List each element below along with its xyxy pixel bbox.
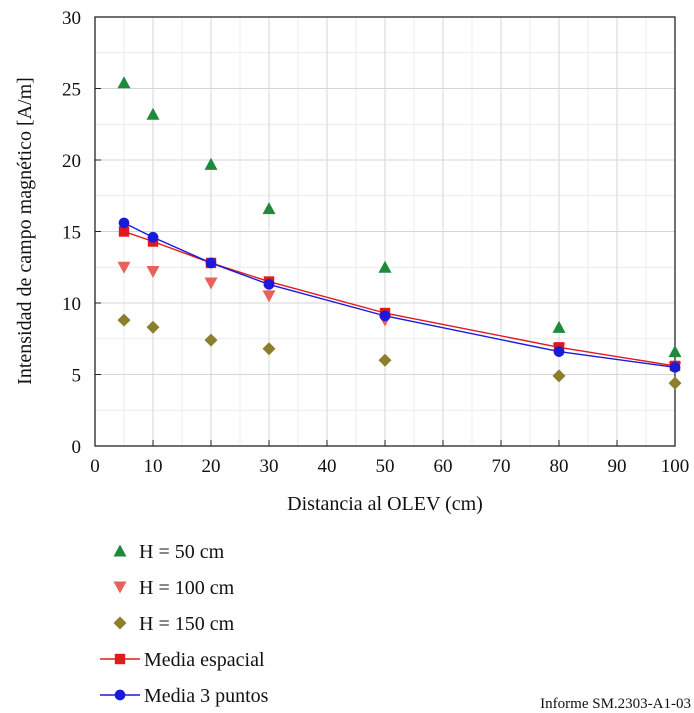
data-point-series-2 bbox=[262, 342, 276, 356]
data-point-series-4 bbox=[263, 279, 275, 290]
legend-label: H = 150 cm bbox=[139, 613, 235, 635]
source-note: Informe SM.2303-A1-03 bbox=[540, 696, 691, 712]
x-tick-label: 100 bbox=[661, 456, 690, 477]
x-tick-label: 90 bbox=[608, 456, 627, 477]
x-tick-label: 0 bbox=[90, 456, 100, 477]
grid bbox=[94, 16, 676, 447]
x-tick-label: 70 bbox=[492, 456, 511, 477]
data-point-series-2 bbox=[378, 353, 392, 367]
data-point-series-1 bbox=[117, 261, 131, 274]
data-point-series-2 bbox=[668, 376, 682, 390]
legend: H = 50 cm H = 100 cm H = 150 cm Media espac… bbox=[100, 541, 269, 707]
legend-marker bbox=[114, 689, 126, 701]
x-tick-label: 30 bbox=[260, 456, 279, 477]
series-line-3 bbox=[123, 230, 676, 367]
data-point-series-1 bbox=[146, 266, 160, 279]
series-markers bbox=[117, 76, 682, 390]
x-tick-label: 60 bbox=[434, 456, 453, 477]
x-tick-label: 40 bbox=[318, 456, 337, 477]
data-point-series-4 bbox=[205, 257, 217, 269]
series-line-4 bbox=[123, 222, 676, 369]
data-point-series-0 bbox=[117, 76, 131, 89]
data-point-series-2 bbox=[146, 320, 160, 334]
y-tick-label: 0 bbox=[72, 437, 82, 458]
y-tick-label: 15 bbox=[62, 223, 81, 244]
x-tick-label: 80 bbox=[550, 456, 569, 477]
x-tick-label: 20 bbox=[202, 456, 221, 477]
data-point-series-1 bbox=[204, 277, 218, 290]
data-point-series-4 bbox=[553, 346, 565, 357]
x-axis-ticks: 0 10 20 30 40 50 60 70 80 90 100 bbox=[90, 440, 689, 477]
data-point-series-2 bbox=[117, 313, 131, 327]
series-lines bbox=[123, 222, 676, 369]
legend-label: Media 3 puntos bbox=[144, 685, 269, 707]
y-axis-ticks: 0 5 10 15 20 25 30 bbox=[62, 8, 101, 458]
data-point-series-2 bbox=[204, 333, 218, 347]
legend-marker bbox=[113, 616, 127, 630]
legend-marker bbox=[113, 581, 127, 594]
data-point-series-2 bbox=[552, 369, 566, 383]
x-tick-label: 10 bbox=[144, 456, 163, 477]
y-axis-label: Intensidad de campo magnético [A/m] bbox=[14, 77, 36, 385]
data-point-series-0 bbox=[146, 107, 160, 120]
data-point-series-4 bbox=[379, 310, 391, 322]
data-point-series-0 bbox=[378, 260, 392, 273]
y-tick-label: 25 bbox=[62, 80, 81, 101]
data-point-series-0 bbox=[668, 345, 682, 358]
data-point-series-4 bbox=[147, 231, 159, 243]
legend-marker bbox=[113, 544, 127, 557]
y-tick-label: 10 bbox=[62, 294, 81, 315]
data-point-series-3 bbox=[118, 226, 130, 237]
y-tick-label: 30 bbox=[62, 8, 81, 29]
y-tick-label: 20 bbox=[62, 151, 81, 172]
data-point-series-4 bbox=[118, 217, 130, 229]
legend-label: Media espacial bbox=[144, 649, 265, 671]
x-tick-label: 50 bbox=[376, 456, 395, 477]
y-tick-label: 5 bbox=[72, 366, 82, 387]
data-point-series-0 bbox=[552, 320, 566, 333]
legend-label: H = 100 cm bbox=[139, 577, 235, 599]
data-point-series-4 bbox=[669, 362, 681, 373]
data-point-series-0 bbox=[204, 157, 218, 170]
data-point-series-1 bbox=[262, 290, 276, 303]
data-point-series-0 bbox=[262, 202, 276, 215]
legend-marker bbox=[114, 653, 126, 665]
x-axis-label: Distancia al OLEV (cm) bbox=[287, 493, 483, 515]
legend-label: H = 50 cm bbox=[139, 541, 225, 563]
